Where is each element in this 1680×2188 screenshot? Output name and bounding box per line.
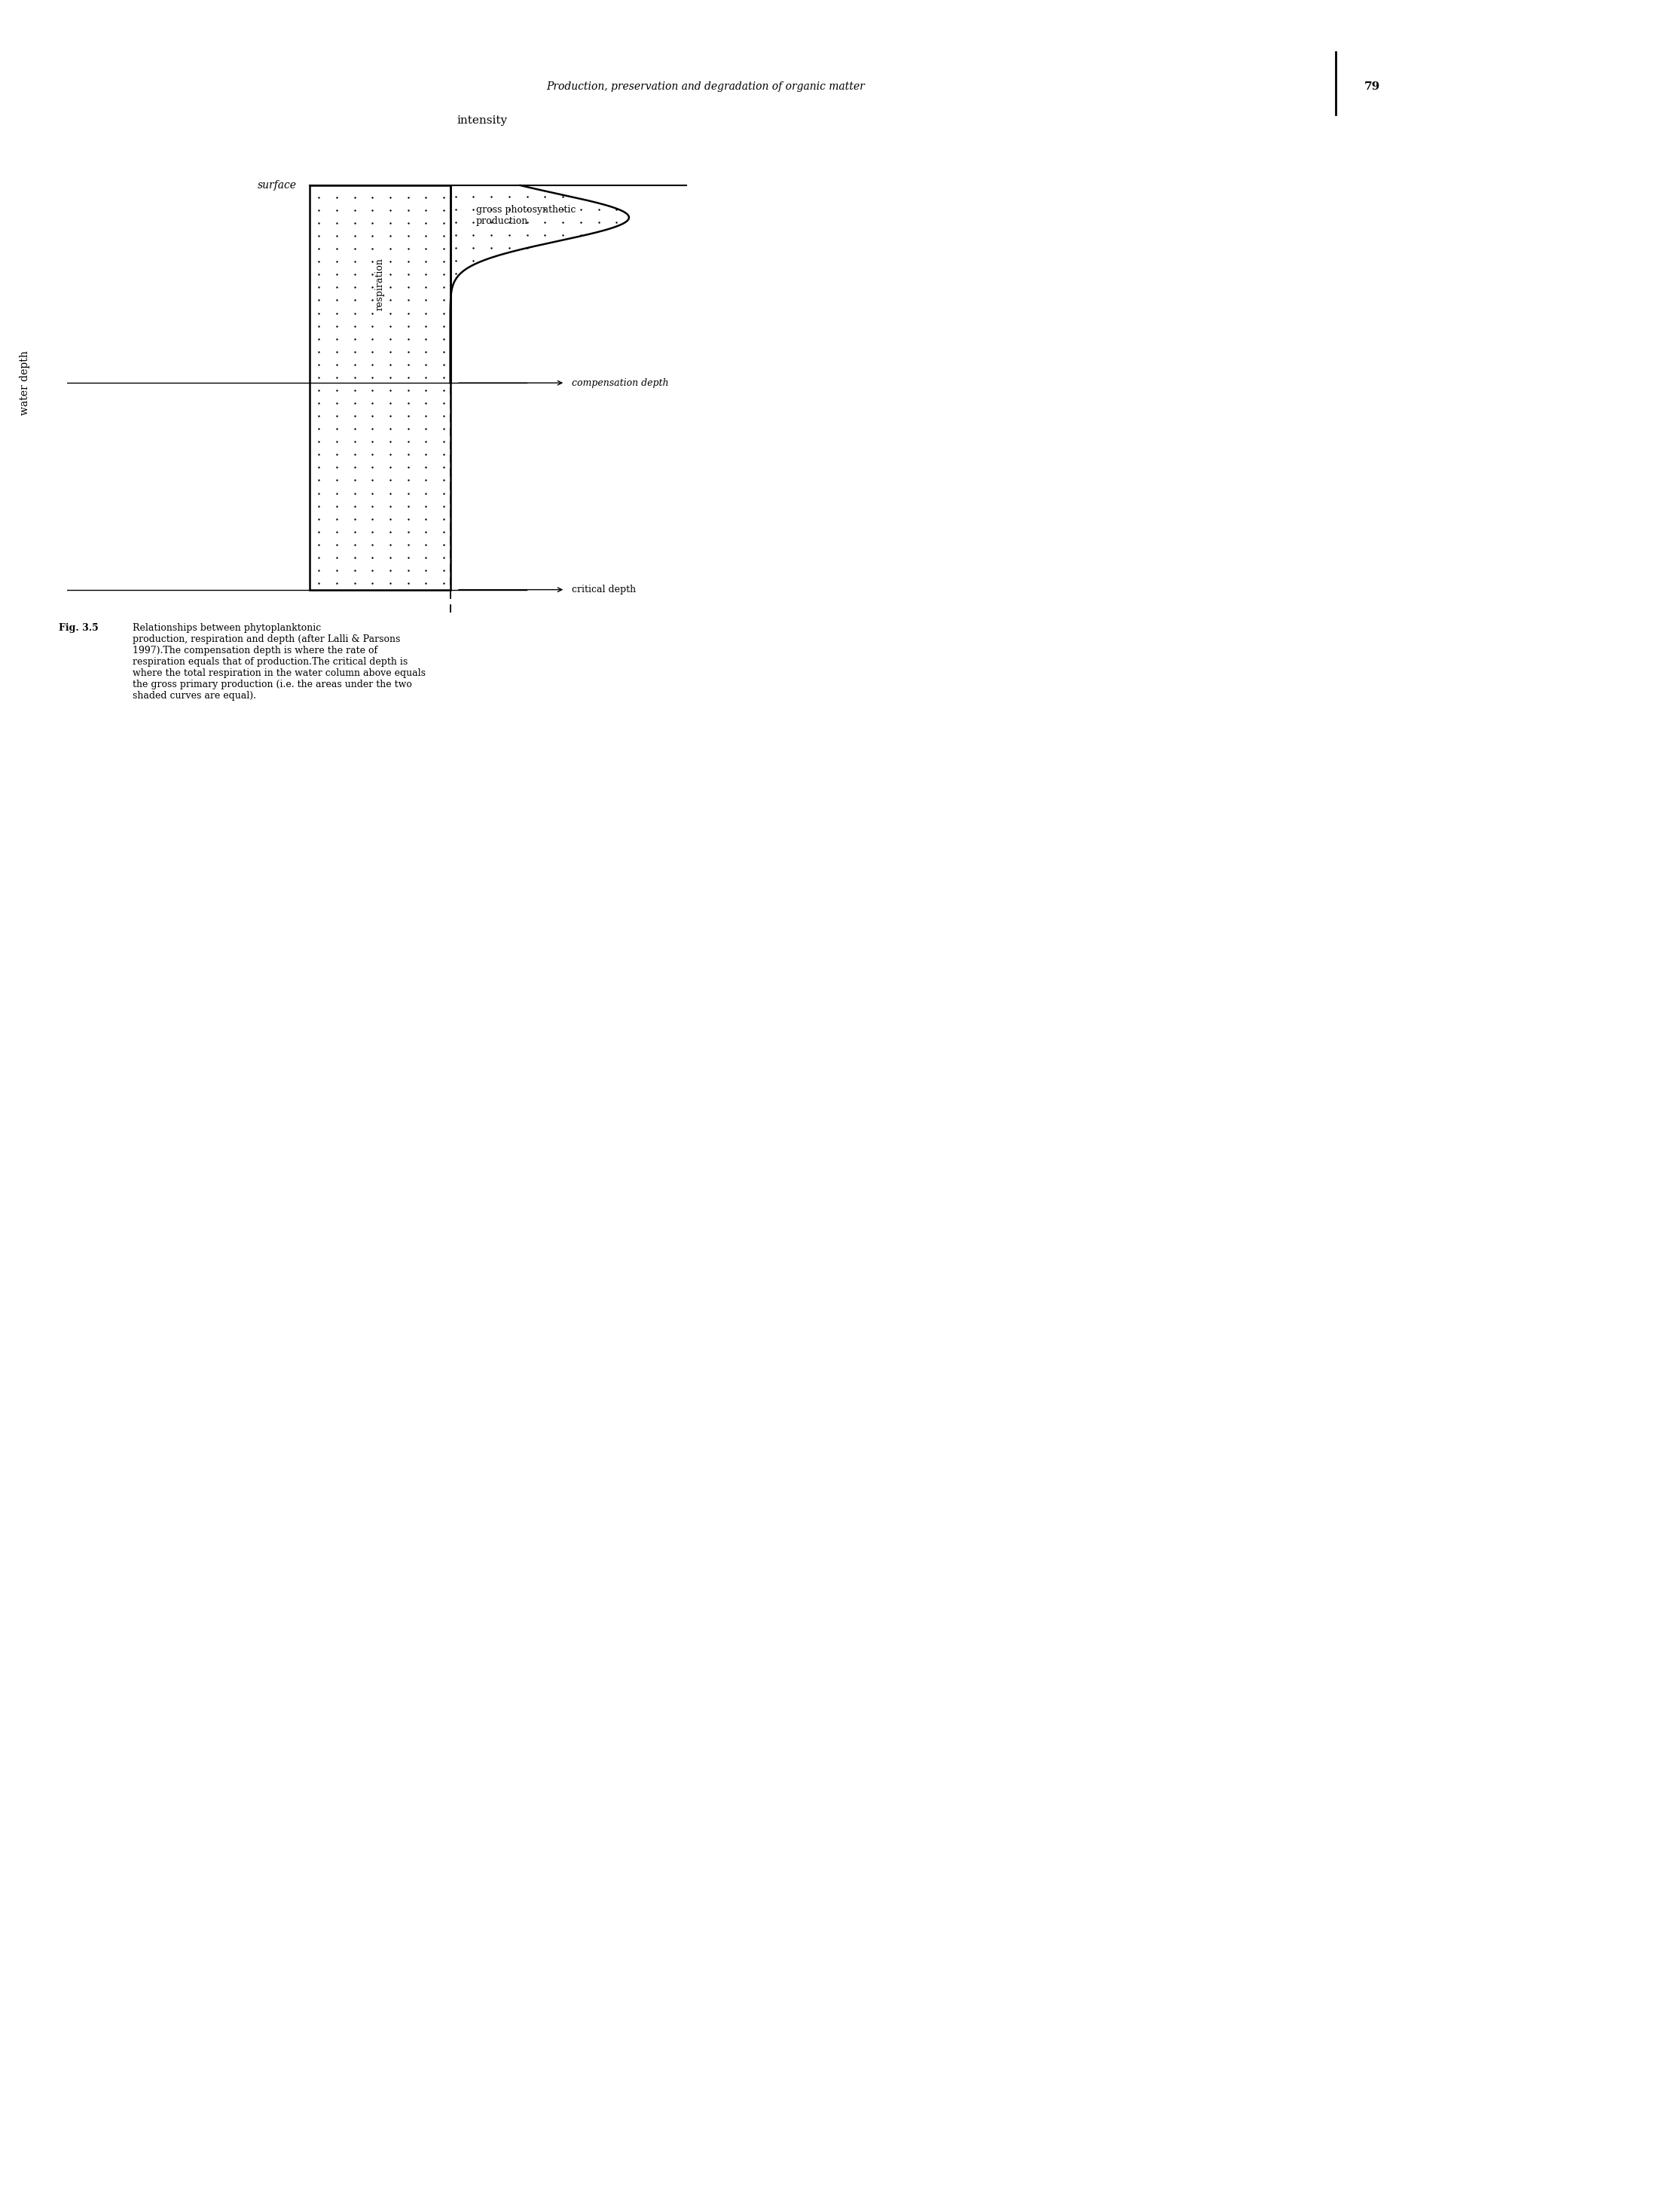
- Text: compensation depth: compensation depth: [571, 379, 669, 387]
- Text: Fig. 3.5: Fig. 3.5: [59, 624, 99, 632]
- Text: water depth: water depth: [20, 350, 30, 416]
- Bar: [309, 186, 450, 589]
- Text: Production, preservation and degradation of organic matter: Production, preservation and degradation…: [546, 81, 865, 92]
- Text: gross photosynthetic
production: gross photosynthetic production: [475, 206, 576, 225]
- Text: 79: 79: [1364, 81, 1381, 92]
- Text: respiration: respiration: [375, 258, 385, 311]
- Text: critical depth: critical depth: [571, 584, 635, 595]
- Text: surface: surface: [257, 179, 297, 190]
- Text: intensity: intensity: [457, 116, 507, 125]
- Text: Relationships between phytoplanktonic
production, respiration and depth (after L: Relationships between phytoplanktonic pr…: [133, 624, 427, 700]
